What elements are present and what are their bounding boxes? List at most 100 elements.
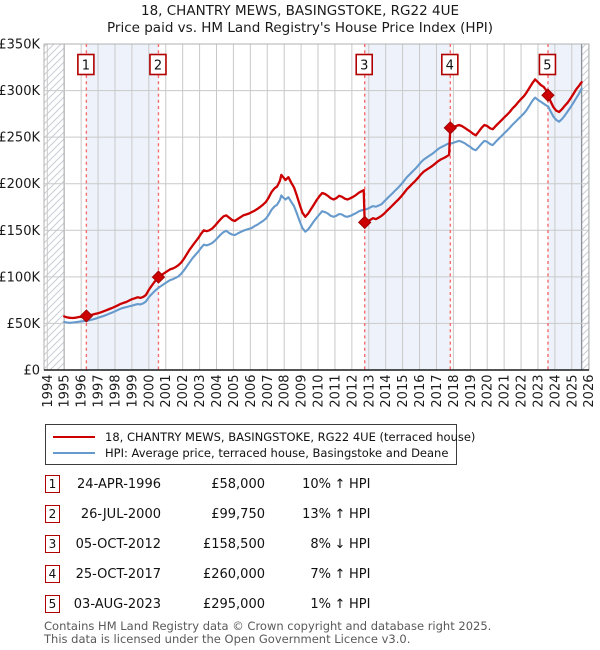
sale-row-5: 5 03-AUG-2023 £295,000 1% ↑ HPI xyxy=(0,589,600,619)
sale-badge-number: 1 xyxy=(82,59,90,74)
hpi-label: HPI xyxy=(349,566,371,582)
hpi-label: HPI xyxy=(349,536,371,552)
hpi-label: HPI xyxy=(349,506,371,522)
legend-label: HPI: Average price, terraced house, Basi… xyxy=(105,446,449,460)
sale-markers xyxy=(79,88,555,323)
sale-date: 25-OCT-2017 xyxy=(75,566,161,582)
sale-marker-5[interactable] xyxy=(541,88,555,102)
x-tick-label: 2000 xyxy=(142,375,157,408)
sale-price: £158,500 xyxy=(202,536,265,552)
x-tick-label: 2016 xyxy=(413,375,428,408)
y-tick-label: £250K xyxy=(0,131,40,146)
page-title: 18, CHANTRY MEWS, BASINGSTOKE, RG22 4UE xyxy=(141,3,459,19)
sale-row-1: 1 24-APR-1996 £58,000 10% ↑ HPI xyxy=(0,469,600,499)
x-tick-label: 1998 xyxy=(108,375,123,408)
x-tick-label: 2013 xyxy=(362,375,377,408)
x-tick-label: 2015 xyxy=(396,375,411,408)
sale-badge-box-1[interactable] xyxy=(77,53,95,76)
sale-date: 03-AUG-2023 xyxy=(73,596,161,612)
sale-price: £99,750 xyxy=(211,506,265,522)
property-price-line xyxy=(63,78,583,320)
x-tick-label: 1999 xyxy=(125,375,140,408)
x-tick-label: 2026 xyxy=(582,375,597,408)
hpi-label: HPI xyxy=(349,476,371,492)
property-line-swatch xyxy=(53,436,95,438)
sale-badge-number: 3 xyxy=(360,59,368,74)
sale-number-badge: 4 xyxy=(45,565,60,583)
x-tick-label: 2023 xyxy=(531,375,546,408)
license-line-2: This data is licensed under the Open Gov… xyxy=(44,632,411,646)
sale-marker-3[interactable] xyxy=(358,215,372,230)
x-tick-label: 2011 xyxy=(328,375,343,408)
x-tick-label: 2005 xyxy=(227,375,242,408)
sale-number-badge: 5 xyxy=(45,595,60,613)
y-tick-label: £0 xyxy=(23,364,40,379)
x-tick-label: 2001 xyxy=(159,375,174,408)
arrow-up-icon: ↑ xyxy=(334,566,346,582)
license-line-1: Contains HM Land Registry data © Crown c… xyxy=(44,619,492,633)
sale-badge-box-2[interactable] xyxy=(149,53,167,76)
x-tick-label: 2022 xyxy=(515,375,530,408)
sale-badge-box-3[interactable] xyxy=(355,53,374,76)
x-tick-label: 2019 xyxy=(464,375,479,408)
x-tick-label: 2010 xyxy=(312,375,327,408)
x-tick-label: 2007 xyxy=(261,375,276,408)
hpi-line xyxy=(63,87,583,324)
x-tick-label: 2021 xyxy=(498,375,513,408)
sale-number-badge: 3 xyxy=(45,535,60,553)
x-tick-label: 2008 xyxy=(278,375,293,408)
sale-hpi-percent: 1% xyxy=(310,596,331,612)
arrow-up-icon: ↑ xyxy=(334,596,346,612)
x-tick-label: 2006 xyxy=(244,375,259,408)
sale-row-2: 2 26-JUL-2000 £99,750 13% ↑ HPI xyxy=(0,499,600,529)
sale-marker-4[interactable] xyxy=(443,121,458,135)
sale-badge-box-5[interactable] xyxy=(538,53,557,76)
legend-item-hpi: HPI: Average price, terraced house, Basi… xyxy=(46,445,456,461)
x-tick-label: 2004 xyxy=(210,375,225,408)
sale-marker-2[interactable] xyxy=(151,270,166,284)
chart-legend: 18, CHANTRY MEWS, BASINGSTOKE, RG22 4UE … xyxy=(45,424,475,465)
ownership-band xyxy=(547,44,582,370)
sale-date: 26-JUL-2000 xyxy=(80,506,161,522)
sale-badge-number: 4 xyxy=(446,59,454,74)
legend-label: 18, CHANTRY MEWS, BASINGSTOKE, RG22 4UE … xyxy=(105,430,476,444)
sale-price: £295,000 xyxy=(202,596,265,612)
sale-price: £260,000 xyxy=(202,566,265,582)
y-tick-label: £100K xyxy=(0,270,40,285)
sale-badge-box-4[interactable] xyxy=(441,53,459,76)
x-tick-label: 2018 xyxy=(447,375,462,408)
arrow-up-icon: ↑ xyxy=(334,476,346,492)
x-tick-label: 2025 xyxy=(565,375,580,408)
x-tick-label: 1997 xyxy=(92,375,107,408)
sale-hpi-percent: 10% xyxy=(302,476,331,492)
sale-badge-number: 5 xyxy=(543,59,551,74)
price-history-chart: 1 2 3 4 5 £0 £50K £100K £150K £200K £250K £300K £350… xyxy=(0,38,597,408)
y-tick-label: £200K xyxy=(0,177,40,192)
sale-badges: 1 2 3 4 5 xyxy=(77,53,557,76)
arrow-down-icon: ↓ xyxy=(334,536,346,552)
x-axis-labels: 1994 1995 1996 1997 1998 1999 2000 2001 2002 2003… xyxy=(41,375,597,408)
y-tick-label: £300K xyxy=(0,84,40,99)
y-tick-label: £150K xyxy=(0,224,40,239)
sales-table: 1 24-APR-1996 £58,000 10% ↑ HPI 2 26-JUL-2000 £9… xyxy=(0,469,600,619)
sale-marker-1[interactable] xyxy=(79,309,94,323)
x-tick-label: 2002 xyxy=(176,375,191,408)
x-tick-label: 2014 xyxy=(379,375,394,408)
no-data-hatch-area xyxy=(44,44,65,370)
sale-row-4: 4 25-OCT-2017 £260,000 7% ↑ HPI xyxy=(0,559,600,589)
legend-item-property: 18, CHANTRY MEWS, BASINGSTOKE, RG22 4UE … xyxy=(46,429,475,445)
sale-date: 24-APR-1996 xyxy=(77,476,161,492)
y-tick-label: £350K xyxy=(0,38,40,53)
y-axis-labels: £0 £50K £100K £150K £200K £250K £300K £350K xyxy=(0,38,40,379)
x-tick-label: 2012 xyxy=(345,375,360,408)
x-tick-label: 1996 xyxy=(75,375,90,408)
y-tick-label: £50K xyxy=(7,317,41,332)
sale-number-badge: 2 xyxy=(45,505,60,523)
sale-badge-number: 2 xyxy=(154,59,162,74)
x-tick-label: 2017 xyxy=(430,375,445,408)
sale-hpi-percent: 13% xyxy=(302,506,331,522)
ownership-band xyxy=(86,44,159,370)
sale-date: 05-OCT-2012 xyxy=(75,536,161,552)
sale-price: £58,000 xyxy=(211,476,265,492)
